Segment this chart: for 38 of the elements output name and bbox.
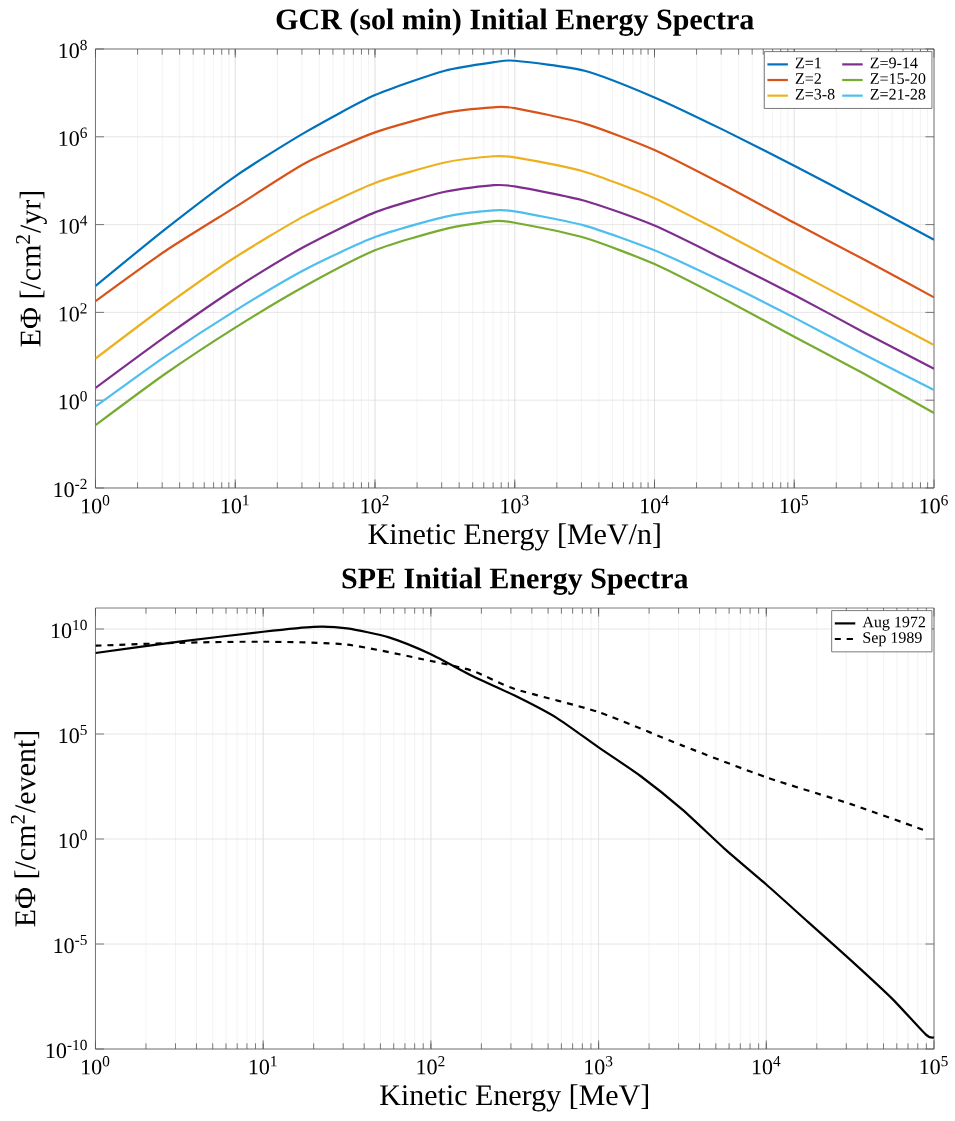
y-tick-label: 10$^{-5}$ <box>54 934 87 954</box>
x-tick-label: 10$^{6}$ <box>920 495 948 514</box>
x-tick-label: 10$^{1}$ <box>221 495 249 514</box>
x-axis-title: Kinetic Energy [MeV/n] <box>368 523 660 551</box>
legend-label: Z=21-28 <box>870 88 926 100</box>
x-tick-label: 10$^{2}$ <box>417 1056 445 1075</box>
x-tick-label: 10$^{5}$ <box>920 1056 948 1075</box>
legend-label: Z=2 <box>795 73 821 84</box>
y-axis-title: EΦ [/cm$^{2}$/event] <box>10 731 40 927</box>
y-tick-label: 10$^{10}$ <box>51 619 87 639</box>
x-tick-label: 10$^{0}$ <box>82 1056 110 1075</box>
legend-label: Z=9-14 <box>870 57 918 69</box>
text: Z=1 <box>795 57 821 69</box>
y-tick-label: 10$^{6}$ <box>59 127 87 146</box>
y-tick-label: 10$^{4}$ <box>59 215 88 234</box>
x-tick-label: 10$^{5}$ <box>780 495 808 514</box>
x-tick-label: 10$^{2}$ <box>361 495 389 514</box>
legend-label: Aug 1972 <box>862 616 926 631</box>
y-axis-title: EΦ [/cm$^{2}$/yr] <box>16 191 47 347</box>
legend-label: Z=15-20 <box>870 73 926 84</box>
legend-label: Z=3-8 <box>795 88 835 100</box>
x-axis-title: Kinetic Energy [MeV] <box>380 1084 649 1112</box>
x-tick-label: 10$^{4}$ <box>752 1056 781 1075</box>
x-tick-label: 10$^{3}$ <box>585 1056 613 1075</box>
y-tick-label: 10$^{-10}$ <box>46 1039 87 1059</box>
chart-title: GCR (sol min) Initial Energy Spectra <box>276 8 754 36</box>
chart-title: SPE Initial Energy Spectra <box>342 567 689 595</box>
y-tick-label: 10$^{8}$ <box>59 39 87 59</box>
x-tick-label: 10$^{0}$ <box>82 495 110 514</box>
x-tick-label: 10$^{3}$ <box>501 495 529 514</box>
y-tick-label: 10$^{5}$ <box>59 724 87 744</box>
x-tick-label: 10$^{4}$ <box>641 495 669 514</box>
x-tick-label: 10$^{1}$ <box>249 1056 277 1075</box>
legend-label: Sep 1989 <box>863 632 922 647</box>
y-tick-label: 10$^{0}$ <box>59 829 87 849</box>
y-tick-label: 10$^{-2}$ <box>54 478 87 498</box>
y-tick-label: 10$^{0}$ <box>59 390 87 410</box>
y-tick-label: 10$^{2}$ <box>59 303 87 322</box>
